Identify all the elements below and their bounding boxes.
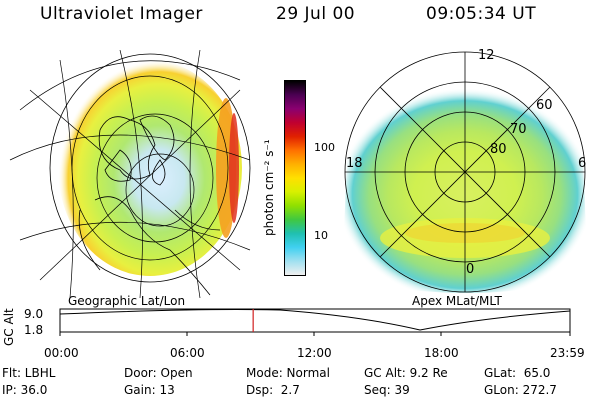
gain-value: Gain: 13 (124, 383, 175, 397)
mlt-hour-label-6: 6 (578, 156, 587, 171)
timeline-x-tick-0000: 00:00 (44, 346, 79, 360)
mlt-hour-label-0: 0 (466, 262, 475, 277)
flt-value: Flt: LBHL (2, 366, 56, 380)
mlt-hour-label-18: 18 (346, 156, 363, 171)
intensity-colorbar (284, 80, 306, 276)
image-date: 29 Jul 00 (276, 4, 356, 24)
colorbar-tick-10: 10 (314, 229, 328, 242)
app-title: Ultraviolet Imager (40, 4, 203, 24)
dsp-value: Dsp: 2.7 (246, 383, 300, 397)
timeline-x-tick-1200: 12:00 (297, 346, 332, 360)
glat-value: GLat: 65.0 (484, 366, 551, 380)
timeline-x-tick-1800: 18:00 (424, 346, 459, 360)
apex-mlt-auroral-image (330, 48, 600, 300)
mlt-lat-label-80: 80 (490, 142, 507, 157)
timeline-x-tick-2359: 23:59 (550, 346, 585, 360)
timeline-y-tick-bottom: 1.8 (24, 323, 44, 337)
door-value: Door: Open (124, 366, 193, 380)
glon-value: GLon: 272.7 (484, 383, 557, 397)
altitude-timeline (59, 308, 571, 336)
mlt-lat-label-60: 60 (536, 98, 553, 113)
mlt-hour-label-12: 12 (478, 48, 495, 63)
colorbar-unit-label: photon cm⁻² s⁻¹ (262, 139, 276, 236)
timeline-y-tick-top: 9.0 (24, 307, 44, 321)
gc-alt-value: GC Alt: 9.2 Re (364, 366, 448, 380)
geo-panel-caption: Geographic Lat/Lon (68, 294, 186, 308)
ip-value: IP: 36.0 (2, 383, 48, 397)
image-time: 09:05:34 UT (426, 4, 537, 24)
geographic-auroral-image (0, 50, 262, 298)
seq-value: Seq: 39 (364, 383, 410, 397)
timeline-y-axis-label: GC Alt (2, 308, 16, 346)
colorbar-tick-100: 100 (314, 141, 335, 154)
mode-value: Mode: Normal (246, 366, 330, 380)
mlt-lat-label-70: 70 (510, 122, 527, 137)
mlt-panel-caption: Apex MLat/MLT (412, 294, 502, 308)
timeline-x-tick-0600: 06:00 (170, 346, 205, 360)
